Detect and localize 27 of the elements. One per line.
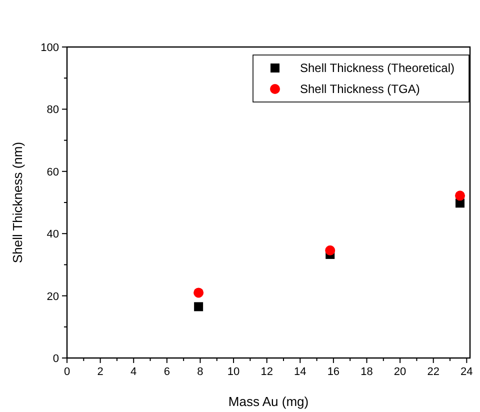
x-tick-label: 20 — [394, 366, 406, 378]
x-tick-label: 24 — [460, 366, 473, 378]
x-tick-label: 4 — [130, 366, 137, 378]
x-tick-label: 18 — [360, 366, 373, 378]
x-tick-label: 6 — [164, 366, 170, 378]
x-tick-label: 12 — [260, 366, 273, 378]
y-tick-label: 40 — [46, 228, 59, 241]
x-tick-label: 16 — [327, 366, 340, 378]
x-tick-label: 22 — [427, 366, 440, 378]
point — [455, 190, 466, 201]
x-tick-label: 10 — [227, 366, 240, 378]
y-tick-label: 20 — [46, 290, 59, 303]
y-tick-label: 60 — [46, 166, 59, 178]
x-tick-label: 0 — [64, 366, 70, 378]
x-axis-title: Mass Au (mg) — [228, 394, 309, 409]
legend-label: Shell Thickness (TGA) — [300, 82, 420, 96]
y-tick-label: 0 — [52, 353, 59, 365]
point — [194, 288, 204, 298]
point — [194, 302, 204, 312]
x-tick-label: 2 — [97, 366, 104, 378]
y-tick-label: 100 — [40, 42, 59, 54]
x-tick-label: 8 — [197, 366, 204, 378]
y-axis-title: Shell Thickness (nm) — [10, 142, 25, 264]
point — [325, 245, 336, 256]
y-tick-label: 80 — [46, 104, 59, 116]
legend-label: Shell Thickness (Theoretical) — [300, 61, 455, 75]
x-tick-label: 14 — [294, 366, 306, 378]
